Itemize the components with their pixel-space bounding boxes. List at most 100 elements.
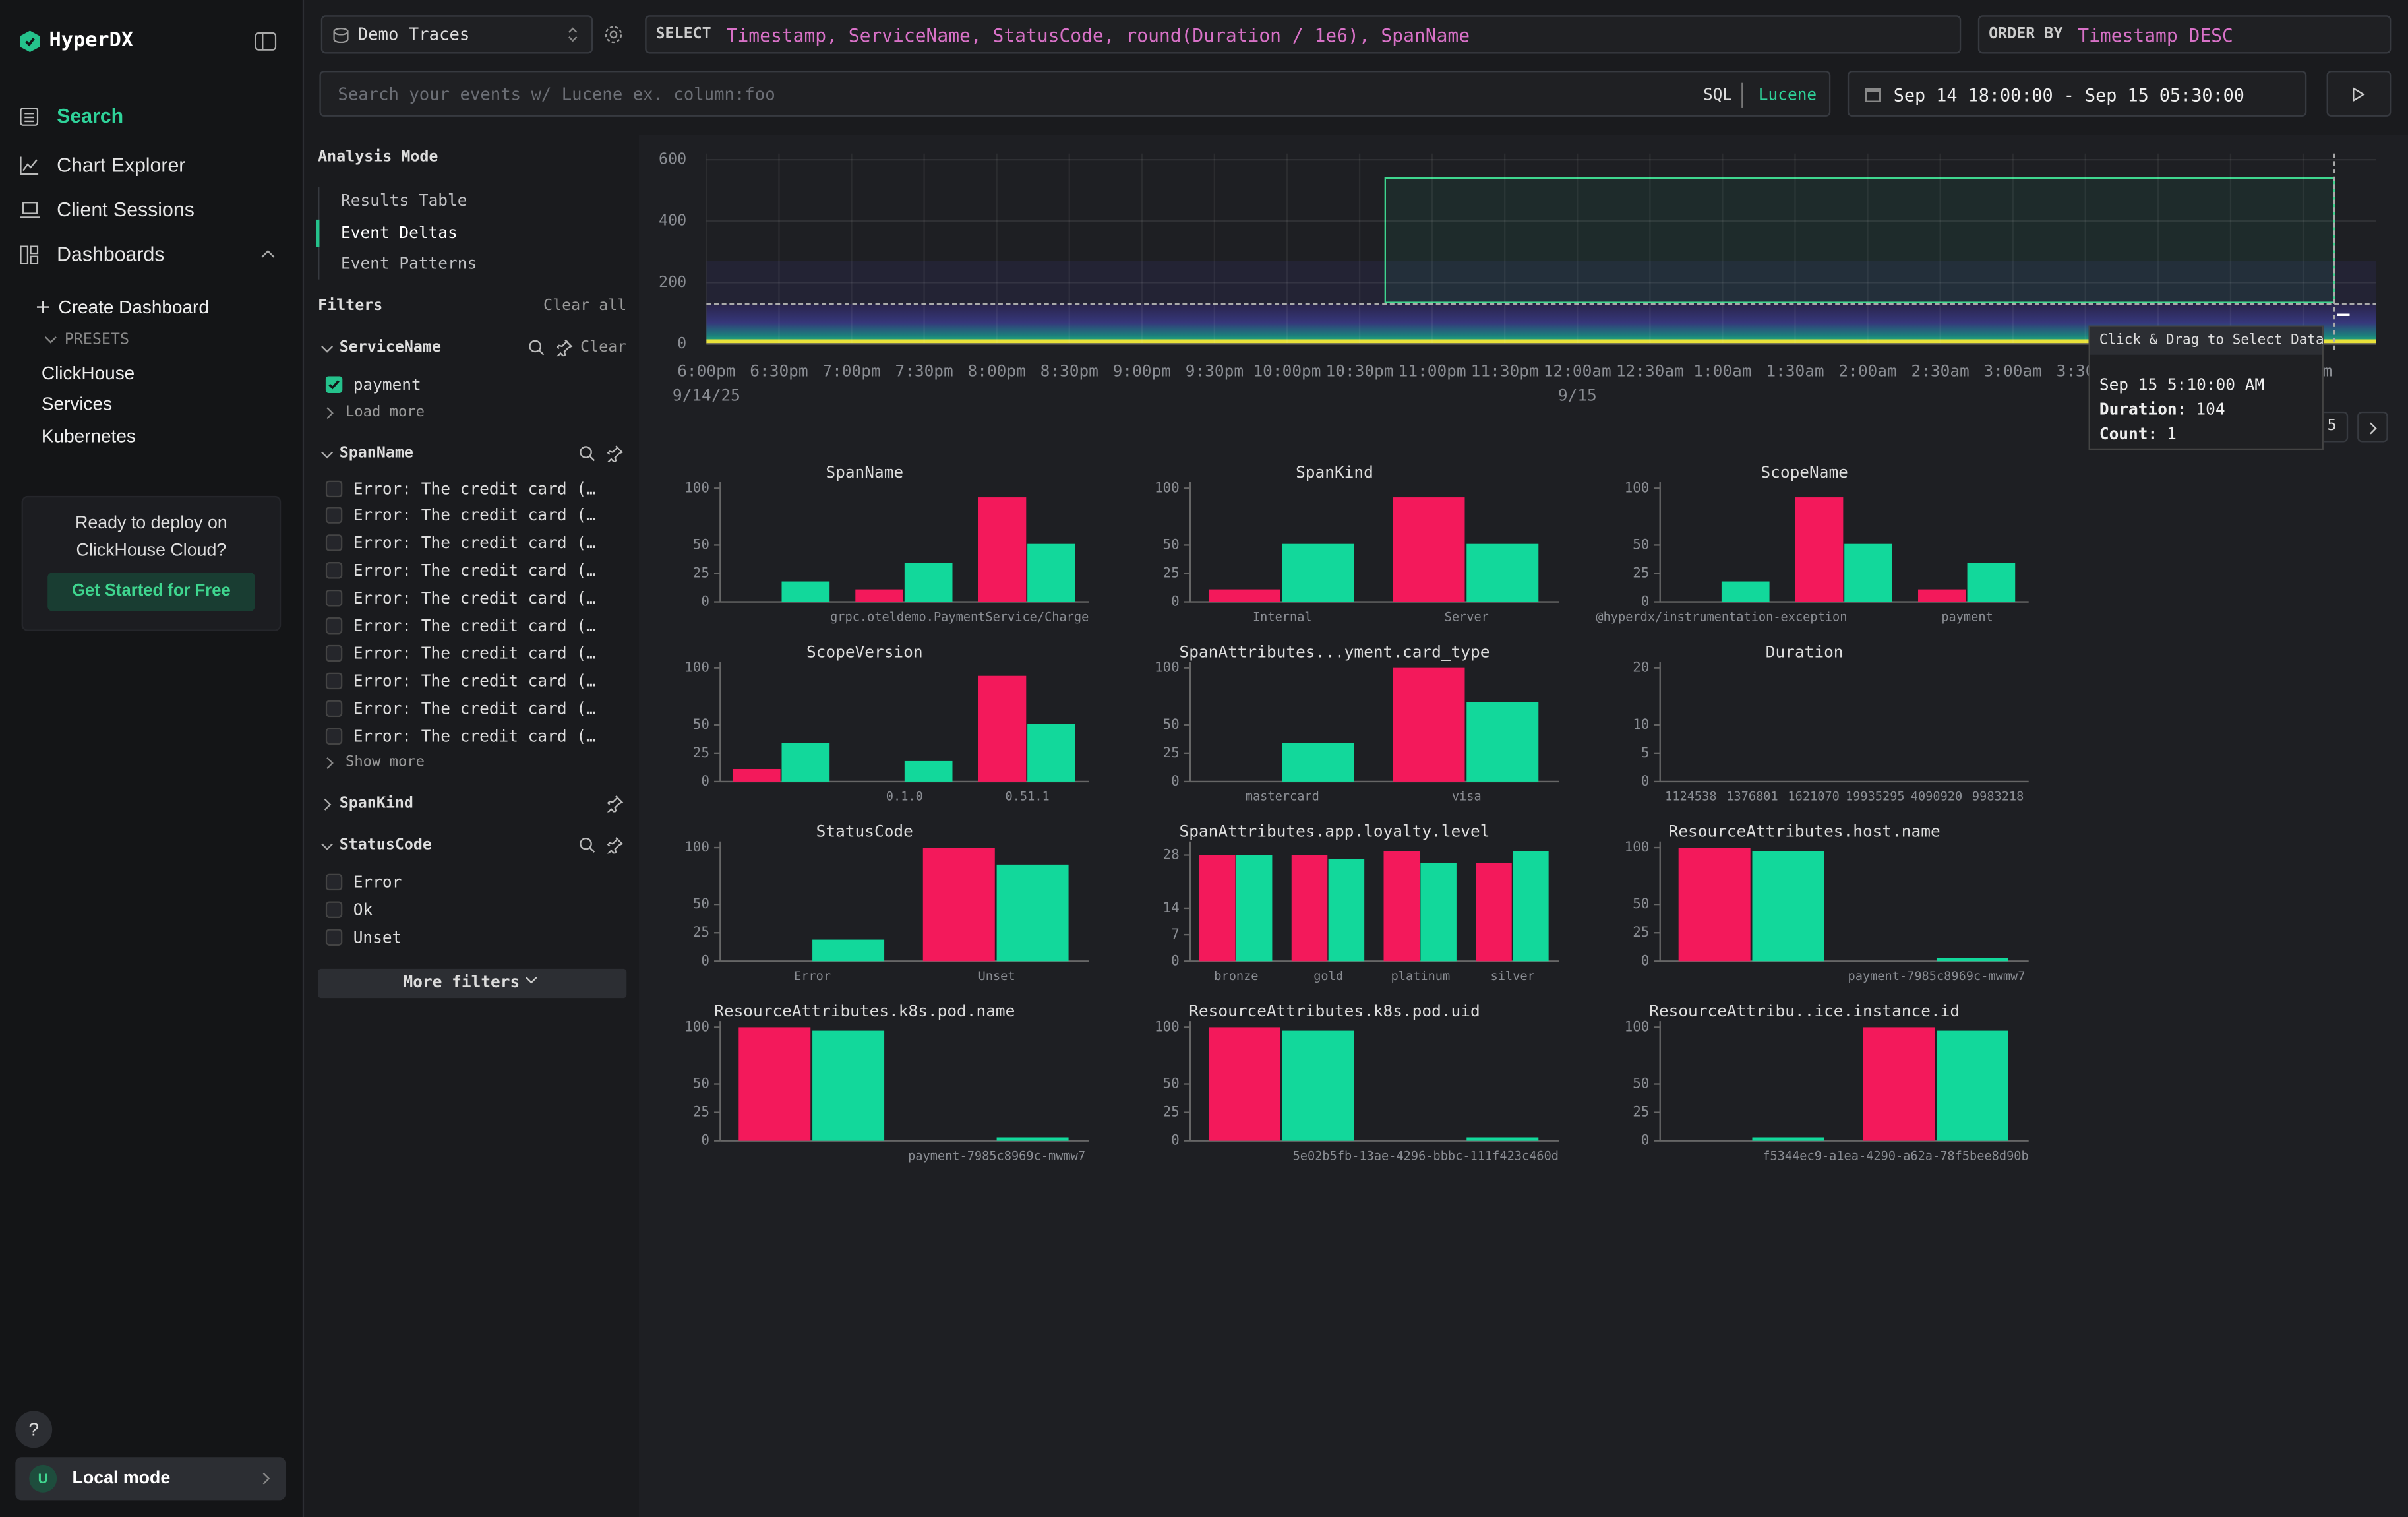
y-tick-label: 25: [1163, 745, 1180, 760]
filter-option[interactable]: payment: [353, 373, 421, 398]
analysis-mode[interactable]: Event Patterns: [341, 252, 477, 276]
x-tick-label: 9983218: [1972, 790, 2024, 804]
bar: [738, 1027, 810, 1140]
analysis-mode[interactable]: Event Deltas: [341, 220, 458, 245]
group-chevron[interactable]: [321, 448, 334, 460]
pin-icon[interactable]: [607, 837, 624, 854]
y-tick-label: 28: [1163, 847, 1180, 863]
chart-title: StatusCode: [816, 822, 913, 841]
x-tick-label: 1124538: [1665, 790, 1716, 804]
filter-option[interactable]: Unset: [353, 926, 402, 950]
checkbox[interactable]: [326, 480, 343, 497]
y-tick-label: 50: [1163, 1076, 1180, 1092]
more-filters[interactable]: More filters: [318, 969, 626, 998]
filter-option[interactable]: Error: The credit card (…: [353, 697, 596, 721]
x-tick-label: Server: [1445, 610, 1489, 624]
chart-title: ResourceAttributes.k8s.pod.name: [714, 1001, 1015, 1020]
y-tick-label: 0: [1171, 773, 1180, 789]
y-tick-label: 25: [1633, 924, 1649, 940]
y-tick-label: 25: [693, 1104, 709, 1120]
bar: [1393, 668, 1464, 782]
checkbox[interactable]: [326, 727, 343, 744]
bar: [782, 743, 830, 782]
y-tick-label: 25: [693, 565, 709, 580]
pin-icon[interactable]: [607, 445, 624, 462]
x-tick-label: mastercard: [1246, 790, 1319, 804]
checkbox[interactable]: [326, 562, 343, 579]
checkbox[interactable]: [326, 535, 343, 552]
filter-group-name[interactable]: StatusCode: [340, 834, 432, 858]
chevron-down: [520, 975, 541, 987]
filter-option[interactable]: Error: The credit card (…: [353, 559, 596, 584]
bar: [1282, 1031, 1354, 1141]
filter-group-name[interactable]: SpanName: [340, 441, 413, 466]
filter-more[interactable]: Show more: [346, 751, 425, 776]
filter-option[interactable]: Error: [353, 871, 402, 895]
next-page[interactable]: [2357, 412, 2388, 443]
x-tick-label: 6:00pm: [677, 361, 735, 380]
bar: [1844, 544, 1892, 602]
x-tick-label: 0.51.1: [1006, 790, 1050, 804]
x-tick-label: visa: [1452, 790, 1482, 804]
x-date-label: 9/15: [1558, 386, 1597, 405]
y-tick-label: 100: [1155, 1018, 1180, 1034]
filter-option[interactable]: Error: The credit card (…: [353, 614, 596, 638]
y-tick-label: 20: [1633, 660, 1649, 675]
pin-icon[interactable]: [556, 339, 573, 356]
checkbox[interactable]: [326, 617, 343, 635]
tooltip-label: Duration:: [2099, 401, 2187, 419]
search-icon[interactable]: [579, 445, 596, 462]
x-tick-label: gold: [1313, 970, 1343, 983]
filter-option[interactable]: Ok: [353, 898, 373, 923]
bar: [1476, 863, 1512, 961]
checkbox[interactable]: [326, 376, 343, 393]
checkbox[interactable]: [326, 672, 343, 689]
bar: [1937, 958, 2008, 961]
bar: [782, 582, 830, 602]
x-tick-label: 7:30pm: [895, 361, 953, 380]
chevron-right: [2370, 422, 2378, 435]
x-tick-label: Internal: [1253, 610, 1312, 624]
filter-option[interactable]: Error: The credit card (…: [353, 532, 596, 556]
group-chevron[interactable]: [321, 840, 334, 853]
search-icon[interactable]: [528, 339, 545, 356]
x-tick-label: 12:30am: [1616, 361, 1684, 380]
bar: [1027, 544, 1075, 602]
y-tick-label: 0: [1641, 952, 1650, 968]
chart-title: ScopeName: [1761, 462, 1848, 481]
filter-option[interactable]: Error: The credit card (…: [353, 586, 596, 611]
checkbox[interactable]: [326, 902, 343, 919]
pin-icon[interactable]: [607, 795, 624, 813]
chart-title: SpanAttributes.app.loyalty.level: [1180, 822, 1490, 841]
filter-clear[interactable]: Clear: [580, 336, 626, 361]
x-tick-label: 0.1.0: [886, 790, 923, 804]
checkbox[interactable]: [326, 929, 343, 946]
group-chevron[interactable]: [321, 342, 334, 355]
analysis-mode[interactable]: Results Table: [341, 189, 467, 213]
filter-more[interactable]: Load more: [346, 400, 425, 424]
y-tick-label: 50: [1633, 896, 1649, 912]
x-tick-label: 19935295: [1846, 790, 1905, 804]
filter-option[interactable]: Error: The credit card (…: [353, 504, 596, 528]
search-icon[interactable]: [579, 837, 596, 854]
filter-group-name[interactable]: SpanKind: [340, 792, 413, 817]
checkbox[interactable]: [326, 507, 343, 524]
bar: [1466, 702, 1538, 782]
checkbox[interactable]: [326, 700, 343, 717]
bar: [1209, 1027, 1280, 1140]
filter-option[interactable]: Error: The credit card (…: [353, 669, 596, 694]
filter-option[interactable]: Error: The credit card (…: [353, 724, 596, 749]
bar: [1679, 848, 1751, 961]
checkbox[interactable]: [326, 644, 343, 662]
group-chevron[interactable]: [321, 799, 334, 811]
chart-title: SpanName: [826, 462, 903, 481]
y-tick-label: 50: [1633, 1076, 1649, 1092]
filter-option[interactable]: Error: The credit card (…: [353, 642, 596, 666]
tooltip-value: 104: [2196, 401, 2225, 419]
selection-box[interactable]: [1385, 178, 2334, 303]
x-tick-label: 10:00pm: [1253, 361, 1321, 380]
checkbox[interactable]: [326, 590, 343, 607]
checkbox[interactable]: [326, 874, 343, 891]
filter-option[interactable]: Error: The credit card (…: [353, 477, 596, 501]
filter-group-name[interactable]: ServiceName: [340, 336, 441, 361]
